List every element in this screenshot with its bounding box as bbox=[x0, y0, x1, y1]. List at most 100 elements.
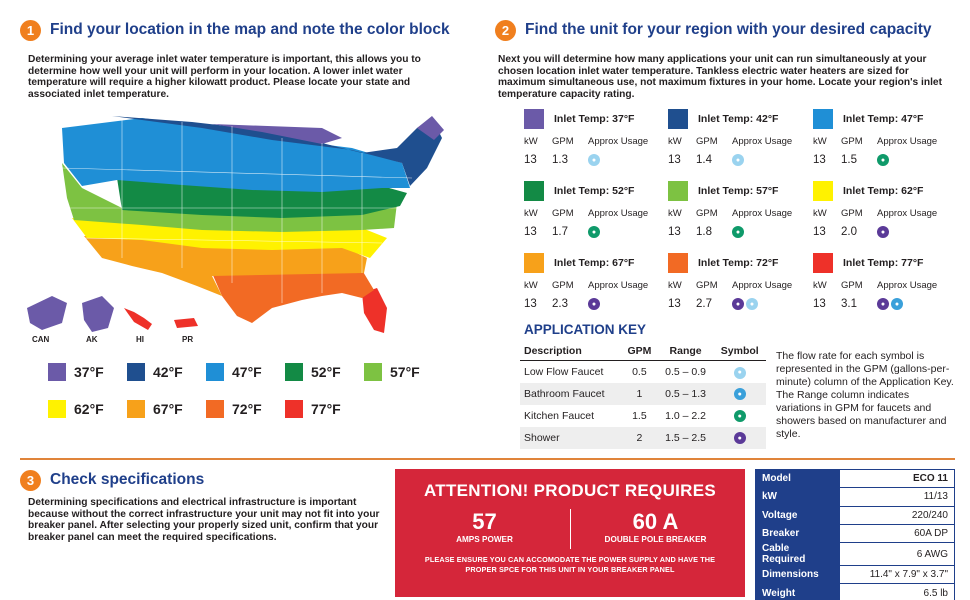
legend-47: 47°F bbox=[206, 363, 262, 381]
legend-swatch bbox=[127, 363, 145, 381]
attention-fine-print: PLEASE ENSURE YOU CAN ACCOMODATE THE POW… bbox=[424, 555, 716, 574]
spec-value: 11/13 bbox=[839, 487, 955, 507]
legend-swatch bbox=[364, 363, 382, 381]
section1-text: Determining your average inlet water tem… bbox=[28, 54, 421, 100]
specifications-table: Model ECO 11 kW 11/13 Voltage 220/240 Break… bbox=[755, 468, 955, 600]
table-row: Bathroom Faucet 1 0.5 – 1.3 ● bbox=[520, 382, 766, 405]
card-kw: 13 bbox=[813, 154, 826, 166]
app-key-header-description: Description bbox=[520, 342, 622, 361]
bathroom-faucet-icon: ● bbox=[733, 388, 746, 401]
legend-swatch bbox=[206, 363, 224, 381]
card-title: Inlet Temp: 52°F bbox=[554, 185, 635, 197]
legend-72: 72°F bbox=[206, 400, 262, 418]
table-row: kW 11/13 bbox=[755, 487, 955, 507]
card-gpm: 3.1 bbox=[841, 298, 857, 310]
application-key-note: The flow rate for each symbol is represe… bbox=[776, 350, 954, 440]
legend-swatch bbox=[206, 400, 224, 418]
card-kw: 13 bbox=[813, 298, 826, 310]
card-gpm-header: GPM bbox=[552, 279, 574, 291]
card-usage-header: Approx Usage bbox=[877, 279, 938, 291]
legend-label: 62°F bbox=[74, 401, 104, 417]
app-key-range: 0.5 – 1.3 bbox=[657, 382, 714, 405]
card-usage-symbols: ● bbox=[871, 154, 945, 166]
kitchen-faucet-icon: ● bbox=[732, 226, 744, 238]
legend-57: 57°F bbox=[364, 363, 420, 381]
table-row: Cable Required 6 AWG bbox=[755, 542, 955, 567]
capacity-card: Inlet Temp: 52°F kW GPM Approx Usage 13 1.7 ● bbox=[524, 180, 656, 240]
low-flow-faucet-icon: ● bbox=[588, 154, 600, 166]
card-gpm-header: GPM bbox=[841, 207, 863, 219]
table-row: Dimensions 11.4" x 7.9" x 3.7" bbox=[755, 565, 955, 585]
card-usage-header: Approx Usage bbox=[732, 207, 793, 219]
card-usage-symbols: ● ● bbox=[726, 298, 800, 310]
app-key-desc: Shower bbox=[520, 426, 622, 449]
capacity-card: Inlet Temp: 57°F kW GPM Approx Usage 13 1.8 ● bbox=[668, 180, 800, 240]
legend-label: 67°F bbox=[153, 401, 183, 417]
kitchen-faucet-icon: ● bbox=[733, 410, 746, 423]
map-label-pr: PR bbox=[182, 335, 194, 344]
spec-value: 6.5 lb bbox=[839, 583, 955, 600]
zone-72 bbox=[212, 270, 374, 323]
map-label-hi: HI bbox=[136, 335, 144, 344]
capacity-card: Inlet Temp: 67°F kW GPM Approx Usage 13 2.3 ● bbox=[524, 252, 656, 312]
card-gpm: 1.8 bbox=[696, 226, 712, 238]
card-usage-header: Approx Usage bbox=[877, 207, 938, 219]
card-title: Inlet Temp: 47°F bbox=[843, 113, 924, 125]
spec-value: 11.4" x 7.9" x 3.7" bbox=[839, 565, 955, 585]
app-key-gpm: 1 bbox=[621, 382, 658, 405]
card-usage-header: Approx Usage bbox=[588, 279, 649, 291]
spec-value: ECO 11 bbox=[839, 468, 955, 489]
app-key-header-range: Range bbox=[657, 342, 714, 361]
card-usage-symbols: ● bbox=[582, 298, 656, 310]
card-usage-symbols: ● bbox=[726, 226, 800, 238]
inset-hawaii bbox=[124, 308, 152, 330]
application-key-table: Description GPM Range Symbol Low Flow Fa… bbox=[520, 342, 766, 449]
shower-icon: ● bbox=[877, 298, 889, 310]
card-gpm: 2.3 bbox=[552, 298, 568, 310]
breaker-value: 60 A bbox=[632, 509, 679, 534]
card-kw-header: kW bbox=[524, 279, 538, 291]
legend-swatch bbox=[285, 363, 303, 381]
app-key-desc: Low Flow Faucet bbox=[524, 365, 604, 378]
card-kw-header: kW bbox=[668, 207, 682, 219]
legend-label: 42°F bbox=[153, 364, 183, 380]
bathroom-faucet-icon: ● bbox=[891, 298, 903, 310]
legend-label: 47°F bbox=[232, 364, 262, 380]
low-flow-faucet-icon: ● bbox=[732, 154, 744, 166]
low-flow-faucet-icon: ● bbox=[733, 366, 746, 379]
amps-value: 57 bbox=[472, 509, 497, 534]
card-swatch bbox=[524, 181, 544, 201]
capacity-card: Inlet Temp: 37°F kW GPM Approx Usage 13 1.3 ● bbox=[524, 108, 656, 168]
legend-label: 37°F bbox=[74, 364, 104, 380]
card-swatch bbox=[668, 181, 688, 201]
shower-icon: ● bbox=[877, 226, 889, 238]
card-usage-symbols: ● bbox=[871, 226, 945, 238]
breaker-label: DOUBLE POLE BREAKER bbox=[604, 535, 707, 544]
app-key-range: 1.0 – 2.2 bbox=[665, 409, 706, 422]
section2-text: Next you will determine how many applica… bbox=[498, 54, 942, 100]
card-usage-header: Approx Usage bbox=[877, 135, 938, 147]
shower-icon: ● bbox=[588, 298, 600, 310]
app-key-gpm: 2 bbox=[621, 426, 658, 449]
legend-77: 77°F bbox=[285, 400, 341, 418]
app-key-desc: Bathroom Faucet bbox=[520, 382, 622, 405]
shower-icon: ● bbox=[732, 298, 744, 310]
map-label-can: CAN bbox=[32, 335, 50, 344]
card-swatch bbox=[524, 253, 544, 273]
app-key-header-gpm: GPM bbox=[621, 342, 658, 361]
zone-77 bbox=[362, 288, 387, 333]
card-kw: 13 bbox=[668, 154, 681, 166]
table-row: Low Flow Faucet 0.5 0.5 – 0.9 ● bbox=[520, 361, 766, 383]
legend-label: 77°F bbox=[311, 401, 341, 417]
card-gpm-header: GPM bbox=[696, 207, 718, 219]
low-flow-faucet-icon: ● bbox=[746, 298, 758, 310]
spec-key: Voltage bbox=[755, 505, 840, 525]
card-kw-header: kW bbox=[524, 135, 538, 147]
zone-42 bbox=[112, 116, 442, 186]
step-3-badge: 3 bbox=[20, 470, 41, 491]
section3-text: Determining specifications and electrica… bbox=[28, 497, 380, 543]
attention-panel: ATTENTION! PRODUCT REQUIRES 57 AMPS POWE… bbox=[395, 469, 745, 597]
section-divider bbox=[20, 458, 955, 460]
card-kw-header: kW bbox=[813, 207, 827, 219]
card-usage-header: Approx Usage bbox=[732, 279, 793, 291]
